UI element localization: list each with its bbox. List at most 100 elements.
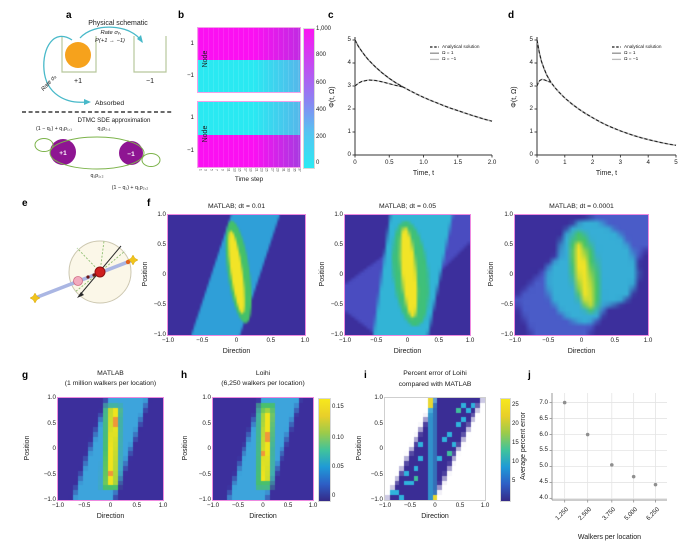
x-tick-label: 0 [234, 337, 239, 344]
legend-label: Ω = −1 [624, 56, 639, 62]
x-tick-label: 0.5 [384, 159, 394, 166]
colorbar-tick-label: 200 [316, 133, 327, 140]
plus-well-label: +1 [74, 78, 82, 85]
step-dot [86, 275, 90, 279]
x-tick-label: 1.0 [480, 502, 490, 509]
absorbed-label: Absorbed [95, 100, 124, 107]
x-tick-label: 2.0 [487, 159, 497, 166]
x-tick-label: −0.5 [78, 502, 91, 509]
node-row [198, 134, 300, 167]
panel-letter-b: b [178, 10, 185, 21]
colorbar-tick-label: 15 [512, 439, 519, 446]
node-row [198, 60, 300, 92]
y-axis-label: Φ(t, Ω) [510, 85, 518, 108]
y-tick-label: 0 [379, 445, 383, 452]
x-tick-label: 17 [243, 168, 248, 172]
y-tick-label: 1 [529, 128, 533, 135]
data-point [562, 400, 567, 405]
heatmap-canvas [213, 398, 313, 500]
y-axis-label: Position [23, 435, 31, 461]
x-axis-label: Direction [421, 513, 449, 520]
node-heatmap-1 [197, 27, 301, 93]
y-axis-label: Node [201, 50, 209, 68]
chart-title: Percent error of Loihi [403, 370, 467, 377]
y-tick-label: −1 [186, 146, 194, 154]
transition-arrow [79, 26, 143, 43]
panel-letter-h: h [181, 370, 188, 381]
y-axis-label: Position [181, 435, 189, 461]
y-axis-label: Φ(t, Ω) [328, 85, 336, 108]
x-tick-label: 4 [646, 159, 650, 166]
x-tick-label: 7 [215, 168, 220, 171]
colorbar-tick-label: 0.15 [332, 404, 344, 411]
self-loop-left-label: (1 − q₁) + q₁p₁,₁ [36, 126, 72, 132]
y-tick-label: 0 [347, 151, 351, 158]
x-tick-label: 1.0 [300, 337, 310, 344]
y-tick-label: 4 [529, 59, 533, 66]
x-tick-label: 1.0 [643, 337, 653, 344]
x-tick-label: −1.0 [378, 502, 392, 509]
x-tick-label: 0 [261, 502, 265, 509]
x-tick-label: −0.5 [403, 502, 417, 509]
colorbar-tick-label: 800 [316, 51, 327, 58]
colorbar-tick-label: 10 [512, 459, 519, 466]
legend-label: Ω = −1 [442, 56, 457, 62]
x-tick-label: 1 [198, 168, 203, 171]
y-tick-label: −0.5 [330, 301, 343, 308]
x-tick-label: 0 [108, 502, 113, 509]
x-tick-label: 33 [286, 168, 291, 172]
x-axis-label: Direction [249, 513, 277, 520]
node-heatmap-2 [197, 101, 301, 168]
y-tick-label: 0.5 [202, 419, 211, 427]
x-tick-label: 0.5 [266, 337, 276, 344]
heatmap-h [212, 397, 314, 501]
panel-letter-a: a [66, 10, 72, 21]
y-tick-label: 7.0 [539, 398, 548, 406]
colorbar-tick-label: 0.10 [332, 434, 344, 441]
y-tick-label: 0 [162, 271, 166, 278]
series-Analytical solution [354, 79, 404, 88]
panel-letter-i: i [364, 370, 367, 381]
x-tick-label: −1.0 [508, 337, 522, 344]
y-tick-label: 6.5 [539, 414, 548, 422]
x-tick-label: 35 [292, 168, 297, 172]
y-tick-label: 5 [347, 36, 351, 43]
timestep-gridlines [198, 28, 300, 92]
chart-title: Loihi [255, 370, 271, 377]
dtmc-node-minus [119, 141, 143, 165]
x-tick-label: 0 [535, 159, 539, 166]
dtmc-title: DTMC SDE approximation [78, 117, 151, 124]
y-tick-label: 1.0 [202, 394, 211, 401]
y-tick-label: 2 [347, 105, 351, 112]
cross-bottom-label: q₁p₁,₂ [91, 173, 104, 179]
previous-walker-dot [73, 276, 83, 286]
y-tick-label: 0 [52, 445, 56, 452]
x-axis-label: Direction [567, 348, 596, 355]
walker-particle [65, 42, 91, 68]
x-tick-label: 23 [259, 168, 264, 172]
left-well [61, 36, 97, 73]
y-axis-label: Position [318, 261, 326, 287]
heatmap-canvas [385, 398, 485, 500]
x-tick-label: 27 [270, 168, 275, 172]
panel-letter-g: g [22, 370, 29, 381]
colorbar-tick-label: 20 [512, 420, 519, 427]
x-axis-label: Direction [222, 348, 251, 355]
data-point [585, 432, 590, 437]
panel-letter-c: c [328, 10, 334, 21]
x-tick-label: −0.5 [542, 337, 555, 344]
x-tick-label: 29 [275, 168, 280, 172]
colorbar-i [500, 398, 511, 502]
x-tick-label: −1.0 [206, 502, 220, 509]
colorbar-tick-label: 600 [316, 79, 327, 86]
x-tick-label: 0.5 [283, 502, 293, 509]
heatmap-g [57, 397, 164, 501]
x-tick-label: 0 [353, 159, 357, 166]
x-tick-label: 0.5 [132, 502, 142, 509]
heatmap-f3 [514, 214, 649, 336]
y-tick-label: −0.5 [370, 470, 383, 478]
heatmap-f1 [167, 214, 306, 336]
legend-label: Analytical solution [624, 43, 662, 49]
panel-a-title: Physical schematic [88, 20, 148, 27]
